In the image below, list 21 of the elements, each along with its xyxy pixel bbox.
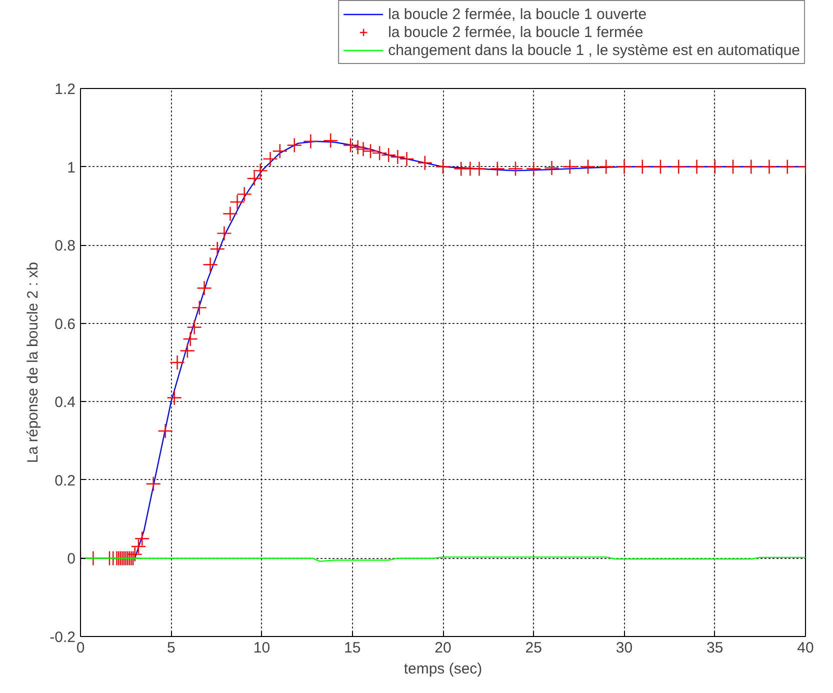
y-tick-label: 0.8 — [54, 238, 76, 255]
x-axis-title: temps (sec) — [404, 660, 482, 678]
legend-label: la boucle 2 fermée, la boucle 1 fermée — [388, 23, 644, 41]
x-tick-label: 20 — [434, 640, 452, 656]
y-tick-label: 1.2 — [54, 81, 76, 98]
y-tick-label: 0.4 — [54, 394, 76, 412]
y-tick-label: 0 — [67, 550, 76, 568]
y-tick-label: 0.6 — [54, 316, 76, 333]
y-tick-label: 1 — [67, 159, 76, 176]
x-tick-label: 35 — [706, 640, 724, 656]
x-tick-label: 30 — [616, 640, 633, 656]
y-tick-label: -0.2 — [50, 629, 76, 646]
x-tick-label: 25 — [525, 640, 542, 656]
x-tick-label: 15 — [344, 640, 361, 656]
y-axis-title: La réponse de la boucle 2 : xb — [24, 262, 42, 463]
legend-label: changement dans la boucle 1 , le système est en automatique — [388, 41, 800, 59]
y-tick-label: 0.2 — [54, 472, 76, 490]
x-tick-label: 5 — [166, 640, 176, 656]
x-tick-label: 10 — [253, 640, 270, 656]
legend-label: la boucle 2 fermée, la boucle 1 ouverte — [388, 5, 647, 23]
x-tick-label: 40 — [797, 640, 814, 656]
